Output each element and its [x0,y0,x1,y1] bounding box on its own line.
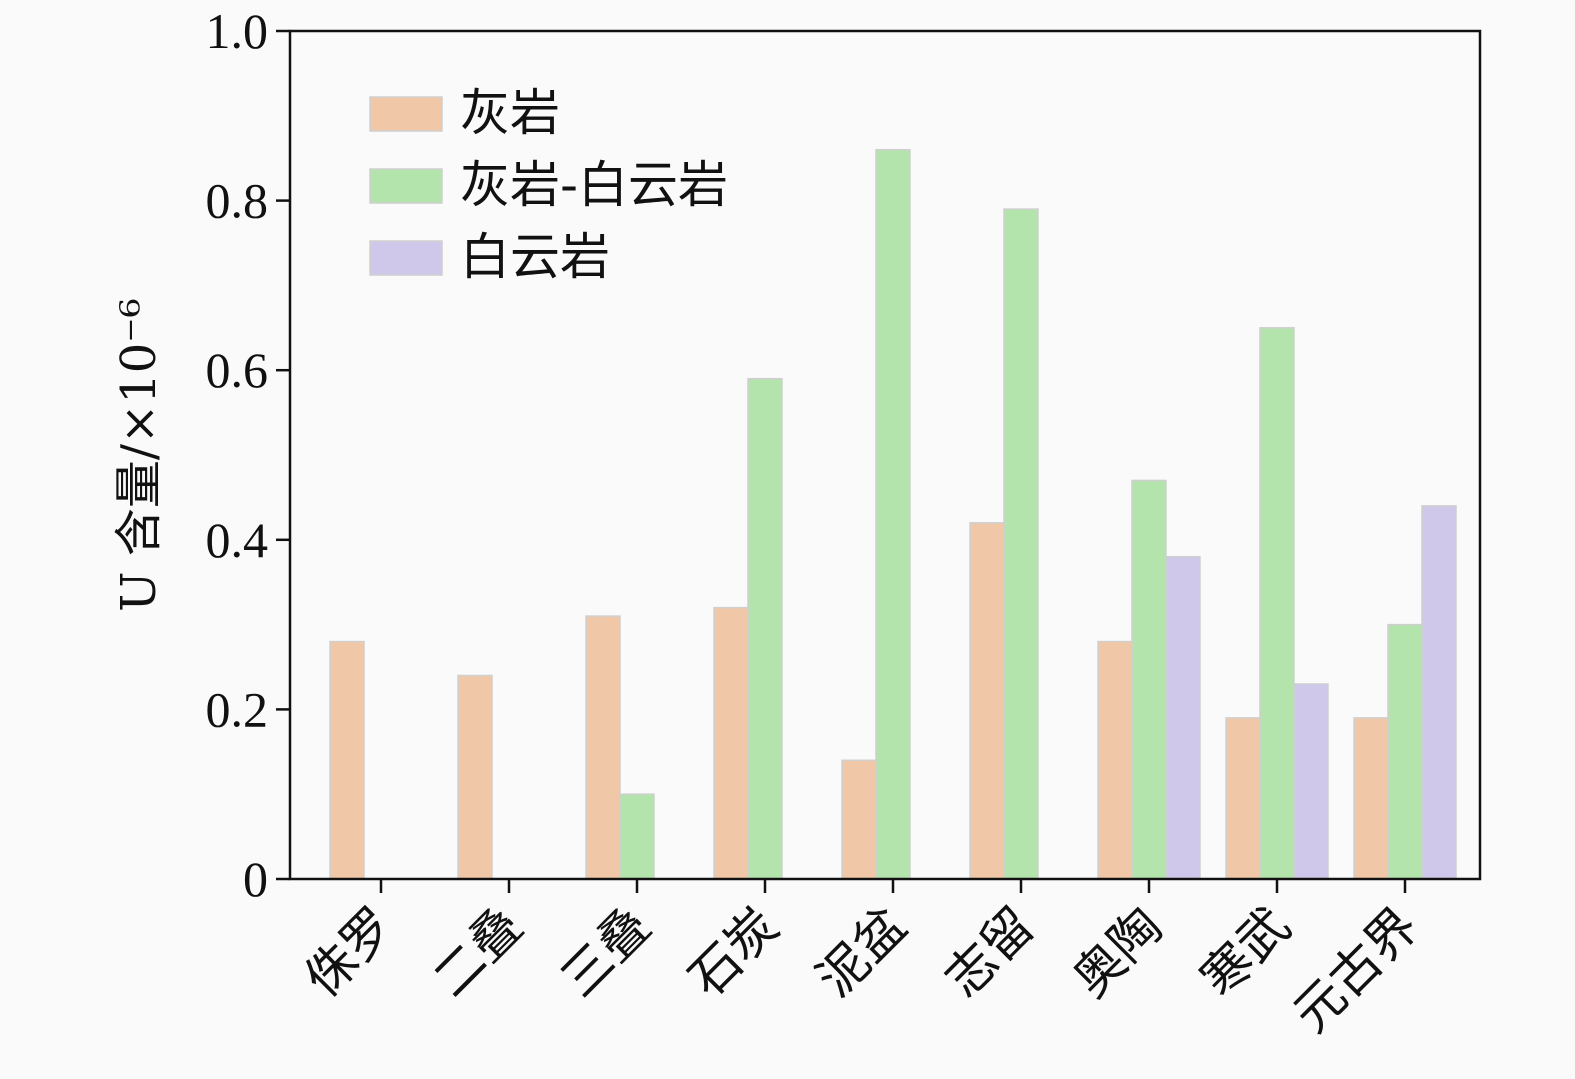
bar-7-3 [1165,556,1201,880]
bar-7-1 [1097,640,1133,880]
bar-5-2 [875,148,911,880]
x-tick-label-4: 石炭 [678,896,790,1008]
plot-frame [288,29,1482,881]
legend-label-2: 灰岩-白云岩 [460,156,728,214]
bar-1-1 [329,640,365,880]
x-tick-label-7: 奥陶 [1062,896,1174,1008]
legend-swatch-1 [369,96,443,132]
y-tick-label-4: 0.8 [206,173,269,229]
bar-8-1 [1225,717,1261,880]
legend-swatch-2 [369,168,443,204]
y-tick-label-2: 0.4 [206,512,269,568]
legend-swatch-3 [369,240,443,276]
bar-6-2 [1003,208,1039,880]
x-tick-label-8: 寒武 [1190,896,1302,1008]
y-axis: 0 0.2 0.4 0.6 0.8 1.0 [206,3,290,907]
y-tick-label-0: 0 [243,851,268,907]
y-tick-label-5: 1.0 [206,3,269,59]
x-tick-label-6: 志留 [934,896,1046,1008]
x-tick-label-2: 二叠 [422,896,534,1008]
y-tick-label-1: 0.2 [206,681,269,737]
x-tick-label-5: 泥盆 [806,896,918,1008]
x-tick-label-9: 元古界 [1282,896,1429,1043]
bar-9-1 [1353,717,1389,880]
bar-5-1 [841,759,877,880]
bar-8-2 [1259,327,1295,880]
bar-4-2 [747,377,783,880]
bar-4-1 [713,606,749,880]
y-tick-label-3: 0.6 [206,342,269,398]
y-axis-title: U 含量/×10⁻⁶ [111,298,167,612]
legend-label-3: 白云岩 [460,228,610,286]
bar-3-1 [585,615,621,880]
bar-8-3 [1293,683,1329,880]
bar-3-2 [619,793,655,880]
bar-2-1 [457,674,493,880]
legend-label-1: 灰岩 [460,84,560,142]
x-tick-label-3: 三叠 [550,896,662,1008]
x-tick-label-1: 侏罗 [294,896,406,1008]
bar-9-3 [1421,505,1457,880]
bar-9-2 [1387,623,1423,880]
bar-7-2 [1131,479,1167,880]
bar-6-1 [969,522,1005,880]
bars-group [329,148,1457,880]
